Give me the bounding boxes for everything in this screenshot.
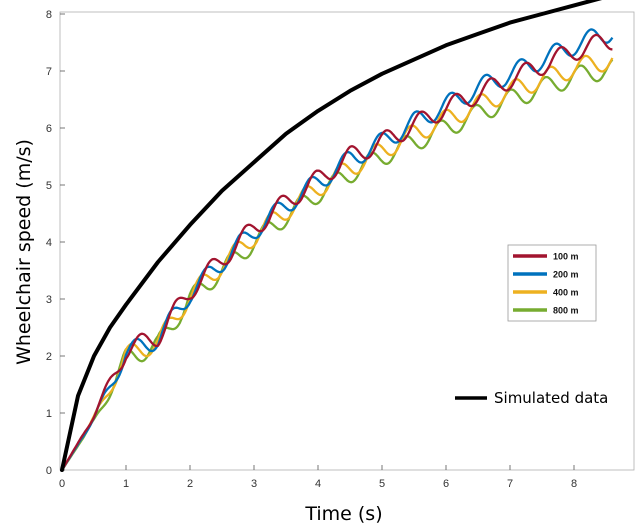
y-tick-label: 2 [46,351,52,363]
x-ticks: 0 1 2 3 4 5 6 7 8 [59,465,577,490]
legend: 100 m 200 m 400 m 800 m [507,244,597,322]
x-tick-label: 5 [379,478,385,490]
x-tick-label: 2 [187,478,193,490]
legend-label: 400 m [553,288,579,298]
series-layer [60,0,614,472]
legend-label: 100 m [553,252,579,262]
x-tick-label: 3 [251,478,257,490]
x-tick-label: 6 [443,478,449,490]
x-tick-label: 0 [59,478,65,490]
y-tick-label: 4 [46,237,52,249]
y-tick-label: 5 [46,180,52,192]
y-tick-label: 8 [46,9,52,21]
x-tick-label: 7 [507,478,513,490]
x-tick-label: 1 [123,478,129,490]
y-tick-label: 3 [46,294,52,306]
y-tick-label: 7 [46,66,52,78]
legend-label: 200 m [553,270,579,280]
y-tick-label: 6 [46,123,52,135]
x-axis-title: Time (s) [304,503,382,525]
x-tick-label: 8 [571,478,577,490]
simulated-data-line [60,0,603,472]
legend-items: 100 m 200 m 400 m 800 m [513,252,579,316]
series-line [61,28,614,471]
x-tick-label: 4 [315,478,321,490]
y-tick-label: 1 [46,408,52,420]
series-line [61,33,613,471]
y-axis-title: Wheelchair speed (m/s) [13,139,35,365]
y-tick-label: 0 [46,465,52,477]
y-ticks: 0 1 2 3 4 5 6 7 8 [46,9,65,477]
simulated-legend-label: Simulated data [494,389,608,407]
legend-label: 800 m [553,306,579,316]
